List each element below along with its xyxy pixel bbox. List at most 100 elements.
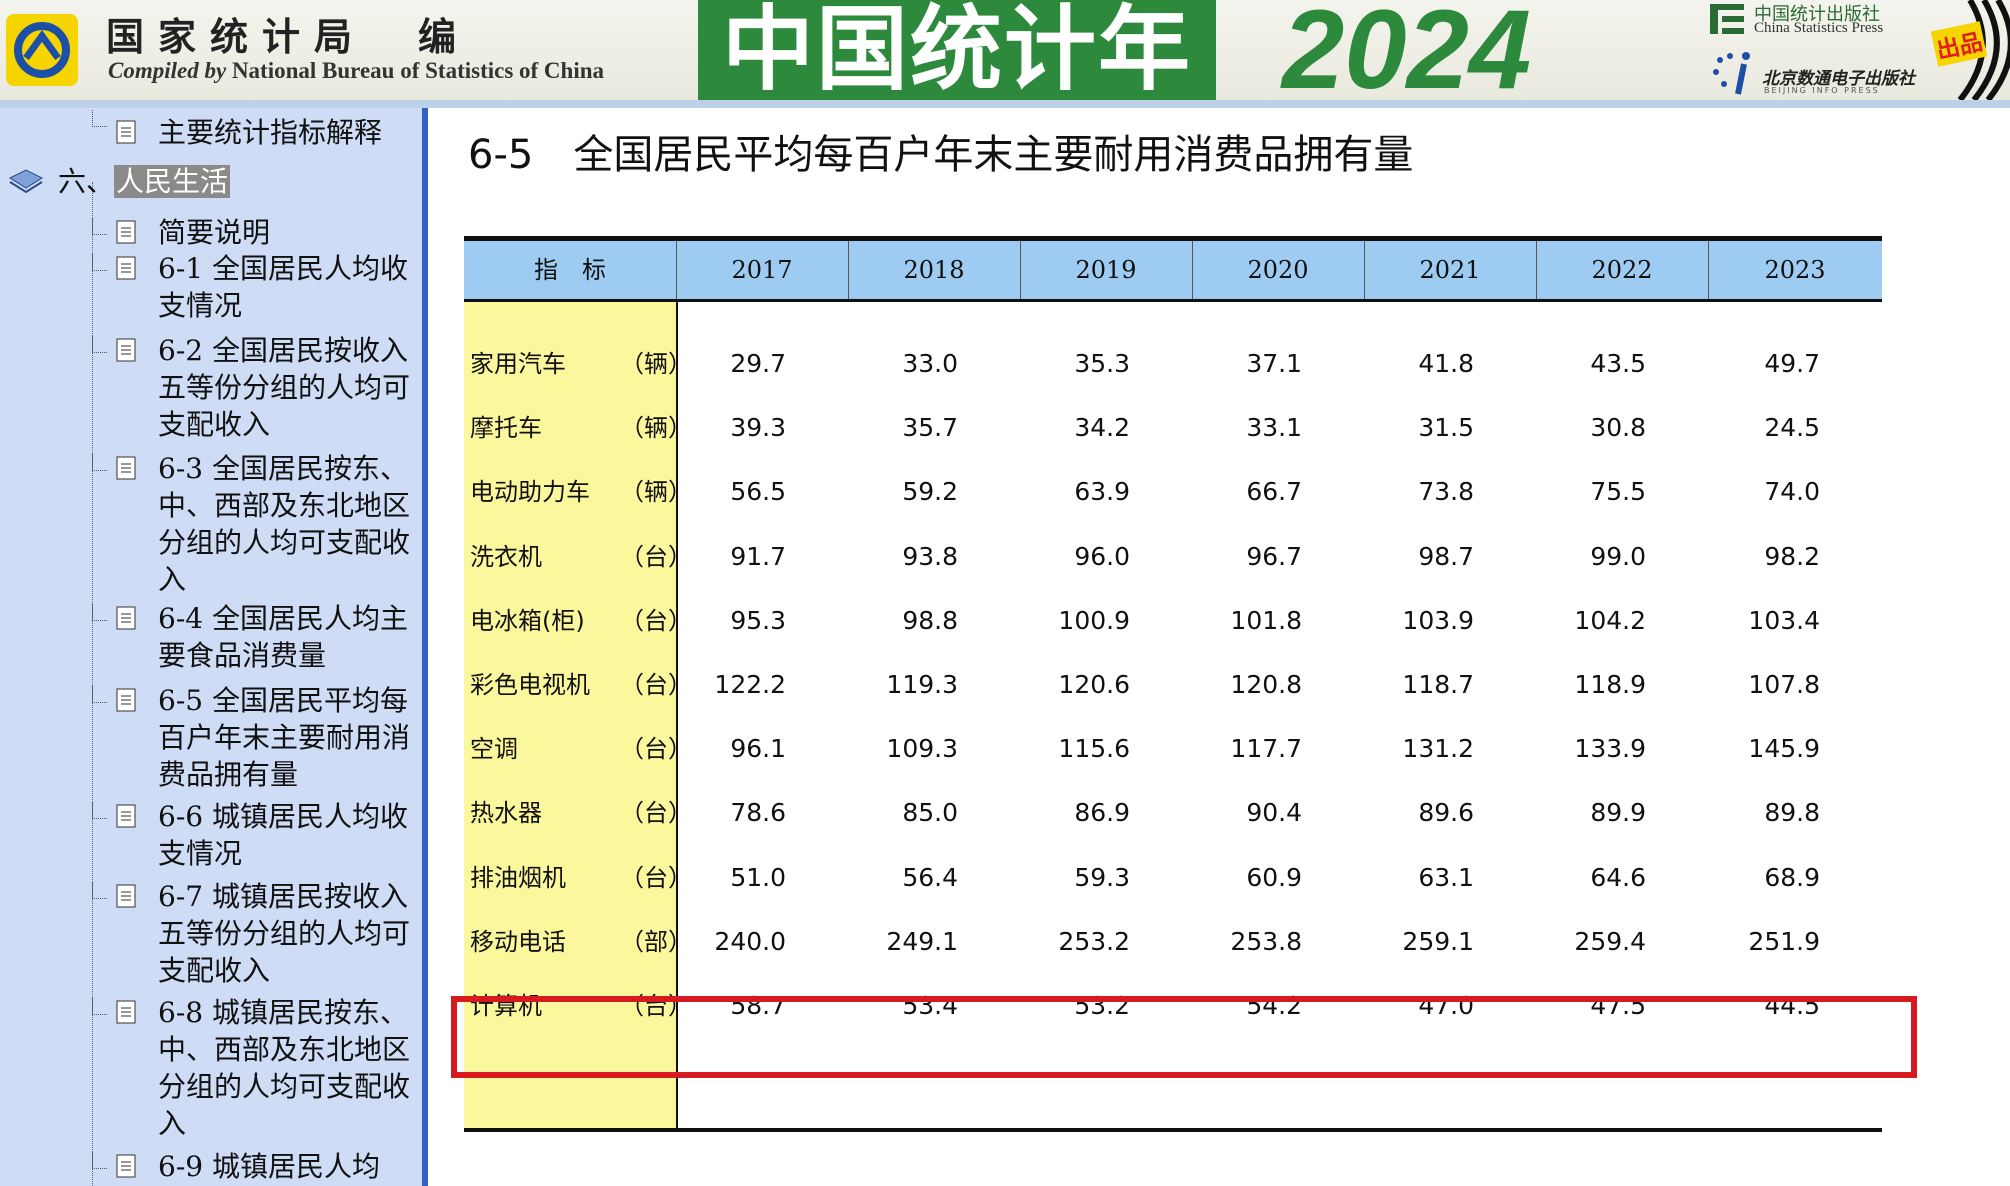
header-cell-year: 2017 [676,241,849,299]
document-icon [116,456,136,480]
table-cell: 98.7 [1418,541,1474,571]
header-cell-year: 2018 [848,241,1021,299]
content-pane: 6-5 全国居民平均每百户年末主要耐用消费品拥有量 指 标 2017 2018 … [428,108,2010,1186]
table-cell: 96.1 [730,734,786,764]
table-cell: 86.9 [1074,798,1130,828]
sidebar-item-6-5[interactable]: 6-5 全国居民平均每百户年末主要耐用消费品拥有量 [86,682,410,796]
row-unit: （台） [620,606,692,635]
table-cell: 100.9 [1058,605,1130,635]
table-row: 移动电话 （部） 240.0 249.1 253.2 253.8 259.1 259.4 251… [464,910,1882,974]
sidebar-item-6-7[interactable]: 6-7 城镇居民按收入五等份分组的人均可支配收入 [86,878,410,992]
table-cell: 41.8 [1418,349,1474,378]
tree-connector [92,336,107,353]
table-cell: 89.9 [1590,798,1646,828]
row-indicator-name: 热水器 [470,799,542,828]
sidebar-item-brief-notes[interactable]: 简要说明 [86,214,406,254]
table-cell: 89.6 [1418,798,1474,828]
sidebar-item-label: 6-7 城镇居民按收入五等份分组的人均可支配收入 [158,880,411,987]
data-table: 指 标 2017 2018 2019 2020 2021 2022 2023 家… [464,236,1882,1132]
table-cell: 35.7 [902,413,958,443]
tree-connector [92,882,107,899]
table-cell: 89.8 [1764,798,1820,828]
table-cell: 117.7 [1230,734,1302,764]
sidebar-item-label: 6-3 全国居民按东、中、西部及东北地区分组的人均可支配收入 [158,452,411,596]
sidebar-item-6-1[interactable]: 6-1 全国居民人均收支情况 [86,250,408,328]
table-row: 计算机 （台） 58.7 53.4 53.2 54.2 47.0 47.5 44.5 [464,974,1882,1038]
table-cell: 58.7 [730,991,786,1020]
table-cell: 85.0 [902,798,958,828]
document-icon [116,120,136,144]
document-icon [116,1000,136,1024]
table-cell: 33.1 [1246,413,1302,443]
sidebar-item-6-3[interactable]: 6-3 全国居民按东、中、西部及东北地区分组的人均可支配收入 [86,450,410,600]
table-cell: 68.9 [1764,862,1820,892]
sidebar-item-indicator-notes[interactable]: 主要统计指标解释 [86,110,406,154]
sidebar-item-label: 6-6 城镇居民人均收支情况 [158,800,408,870]
table-cell: 118.9 [1574,670,1646,699]
row-indicator-name: 摩托车 [470,414,542,443]
table-cell: 33.0 [902,349,958,378]
table-row: 洗衣机 （台） 91.7 93.8 96.0 96.7 98.7 99.0 98.2 [464,525,1882,589]
sidebar-item-6-6[interactable]: 6-6 城镇居民人均收支情况 [86,798,408,876]
row-indicator-name: 电动助力车 [470,478,590,507]
tree-connector [92,998,107,1015]
table-cell: 47.5 [1590,991,1646,1020]
table-cell: 120.8 [1230,670,1302,699]
sidebar-item-6-9[interactable]: 6-9 城镇居民人均 [86,1148,406,1186]
table-cell: 122.2 [714,670,786,699]
sidebar-item-label: 6-1 全国居民人均收支情况 [158,252,408,322]
sidebar-item-6-4[interactable]: 6-4 全国居民人均主要食品消费量 [86,600,408,678]
org-name-en: Compiled by National Bureau of Statistic… [108,58,604,84]
info-press-logo-icon [1713,52,1750,95]
page-title: 6-5 全国居民平均每百户年末主要耐用消费品拥有量 [468,132,1414,178]
row-indicator-name: 家用汽车 [470,350,566,378]
tree-connector [92,218,107,235]
header-cell-year: 2023 [1764,256,1826,284]
table-cell: 35.3 [1074,349,1130,378]
table-cell: 145.9 [1748,734,1820,764]
table-top-rule [464,236,1882,241]
table-cell: 96.0 [1074,541,1130,571]
table-cell: 91.7 [730,541,786,571]
header-cell-year: 2019 [1020,241,1193,299]
table-row: 电冰箱(柜) （台） 95.3 98.8 100.9 101.8 103.9 104.2 103… [464,589,1882,653]
press-name-cn: 中国统计出版社 [1754,4,1880,25]
table-cell: 47.0 [1418,991,1474,1020]
document-icon [116,606,136,630]
table-cell: 74.0 [1764,477,1820,507]
table-cell: 249.1 [886,926,958,956]
table-cell: 98.8 [902,605,958,635]
row-unit: （辆） [620,414,692,443]
sidebar-item-label: 6-5 全国居民平均每百户年末主要耐用消费品拥有量 [158,684,411,791]
sidebar-item-label: 主要统计指标解释 [158,116,383,149]
table-cell: 64.6 [1590,862,1646,892]
nbs-logo-icon [6,14,78,86]
sidebar-item-6-8[interactable]: 6-8 城镇居民按东、中、西部及东北地区分组的人均可支配收入 [86,994,410,1144]
table-cell: 59.3 [1074,862,1130,892]
row-indicator-name: 排油烟机 [470,863,566,892]
table-row: 彩色电视机 （台） 122.2 119.3 120.6 120.8 118.7 118.9 10… [464,653,1882,717]
sidebar-item-6-2[interactable]: 6-2 全国居民按收入五等份分组的人均可支配收入 [86,332,410,446]
publisher-china-statistics-press: 中国统计出版社 China Statistics Press [1708,0,1926,44]
table-cell: 66.7 [1246,477,1302,507]
table-cell: 29.7 [730,349,786,378]
header-banner: 国家统计局 编 Compiled by National Bureau of S… [0,0,2010,108]
document-icon [116,688,136,712]
table-cell: 53.2 [1074,991,1130,1020]
table-cell: 96.7 [1246,541,1302,571]
sidebar-tree[interactable]: 主要统计指标解释 六、人民生活 简要说明 6-1 全国居民人均收支情况 6-2 … [0,108,428,1186]
tree-connector [92,254,107,271]
table-cell: 103.4 [1748,605,1820,635]
table-cell: 56.5 [730,477,786,507]
row-indicator-name: 移动电话 [470,927,566,956]
sidebar-section-people-livelihood[interactable]: 六、人民生活 [8,162,408,202]
row-unit: （辆） [620,478,692,507]
sidebar-item-label: 简要说明 [158,216,271,249]
document-icon [116,884,136,908]
indicator-column [464,302,678,1128]
row-unit: （部） [620,927,692,956]
press-name-en: China Statistics Press [1754,20,1884,36]
table-cell: 60.9 [1246,862,1302,892]
table-row: 电动助力车 （辆） 56.5 59.2 63.9 66.7 73.8 75.5 74.0 [464,460,1882,524]
table-cell: 54.2 [1246,991,1302,1020]
